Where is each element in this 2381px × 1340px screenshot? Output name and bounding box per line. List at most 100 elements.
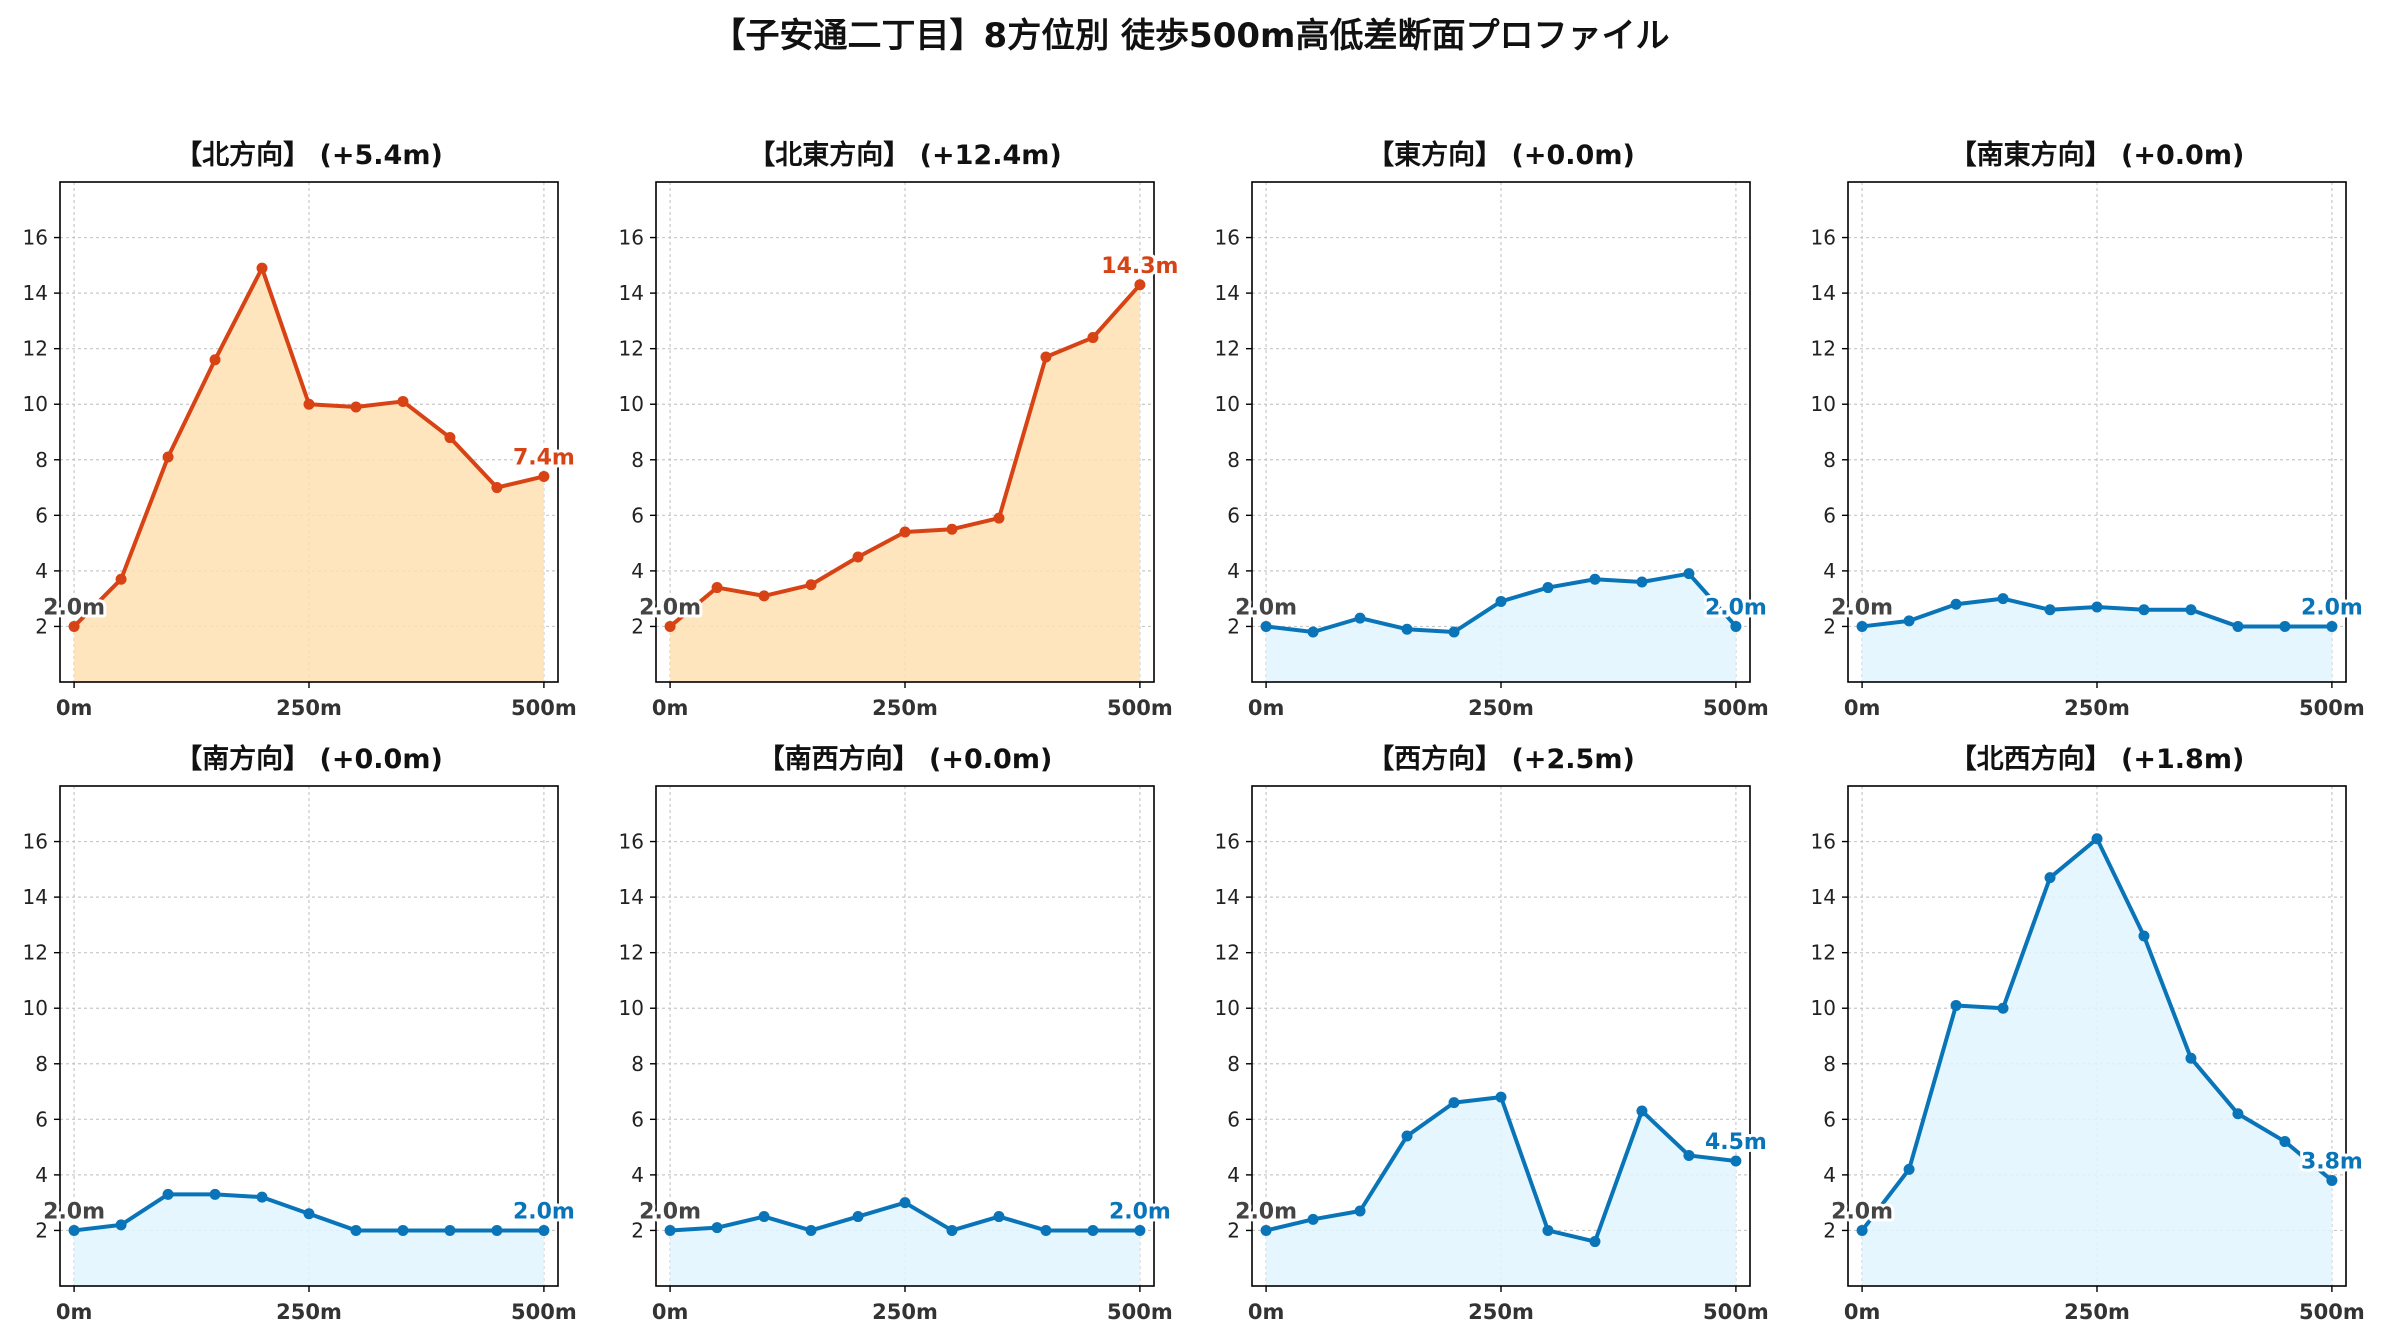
data-point [2138, 930, 2150, 942]
y-tick-label: 6 [1227, 503, 1240, 527]
y-tick-label: 14 [23, 885, 48, 909]
data-point [1087, 332, 1099, 344]
data-point [1354, 612, 1366, 624]
data-point [1589, 573, 1601, 585]
panel-title: 【北方向】 (+5.4m) [175, 139, 443, 171]
y-tick-label: 16 [1811, 226, 1836, 250]
y-tick-label: 2 [1227, 614, 1240, 638]
end-label: 3.8m [2301, 1149, 2363, 1174]
x-tick-label: 250m [1468, 696, 1534, 720]
y-tick-label: 4 [1227, 1163, 1240, 1187]
y-tick-label: 4 [1227, 559, 1240, 583]
y-tick-label: 14 [619, 885, 644, 909]
data-point [1683, 1149, 1695, 1161]
y-tick-label: 2 [1227, 1218, 1240, 1242]
data-point [115, 1219, 127, 1231]
y-tick-label: 12 [1215, 337, 1240, 361]
start-label: 2.0m [639, 1199, 701, 1224]
data-point [1401, 1130, 1413, 1142]
y-tick-label: 14 [1215, 281, 1240, 305]
y-tick-label: 4 [631, 559, 644, 583]
y-tick-label: 6 [35, 1107, 48, 1131]
y-tick-label: 8 [1823, 1052, 1836, 1076]
start-label: 2.0m [1831, 1199, 1893, 1224]
data-point [1354, 1205, 1366, 1217]
panel-2: 【東方向】 (+0.0m) 2 4 6 8 10 12 14 16 0m 250m 500m 2.0m 2… [1215, 139, 1770, 720]
data-point [1856, 620, 1868, 632]
y-tick-label: 12 [619, 941, 644, 965]
y-tick-label: 16 [1215, 226, 1240, 250]
end-label: 2.0m [1109, 1199, 1171, 1224]
panel-3: 【南東方向】 (+0.0m) 2 4 6 8 10 12 14 16 0m 250m 500m 2.0m… [1811, 139, 2366, 720]
y-tick-label: 10 [23, 392, 48, 416]
y-tick-label: 10 [1811, 996, 1836, 1020]
panel-title: 【南東方向】 (+0.0m) [1950, 139, 2245, 171]
data-point [538, 470, 550, 482]
y-tick-label: 8 [1227, 1052, 1240, 1076]
data-point [1448, 626, 1460, 638]
x-tick-label: 250m [1468, 1300, 1534, 1324]
figure-title: 【子安通二丁目】8方位別 徒歩500m高低差断面プロファイル [711, 16, 1670, 56]
data-point [664, 620, 676, 632]
x-tick-label: 500m [2299, 696, 2365, 720]
data-point [2326, 1174, 2338, 1186]
data-point [256, 1191, 268, 1203]
y-tick-label: 16 [23, 830, 48, 854]
panel-title: 【北西方向】 (+1.8m) [1950, 743, 2245, 775]
data-point [2279, 620, 2291, 632]
x-tick-label: 500m [1703, 1300, 1769, 1324]
data-point [350, 1224, 362, 1236]
end-label: 4.5m [1705, 1130, 1767, 1155]
y-tick-label: 16 [23, 226, 48, 250]
panel-title: 【北東方向】 (+12.4m) [748, 139, 1061, 171]
data-point [2091, 833, 2103, 845]
data-point [1040, 1224, 1052, 1236]
y-tick-label: 10 [1215, 996, 1240, 1020]
x-tick-label: 250m [2064, 1300, 2130, 1324]
data-point [664, 1224, 676, 1236]
data-point [711, 582, 723, 594]
data-point [2232, 1108, 2244, 1120]
y-tick-label: 6 [1227, 1107, 1240, 1131]
y-tick-label: 16 [1215, 830, 1240, 854]
data-point [162, 451, 174, 463]
data-point [209, 354, 221, 366]
data-point [2279, 1136, 2291, 1148]
y-tick-label: 10 [1215, 392, 1240, 416]
start-label: 2.0m [43, 1199, 105, 1224]
data-point [1448, 1097, 1460, 1109]
y-tick-label: 12 [1215, 941, 1240, 965]
end-label: 2.0m [1705, 595, 1767, 620]
data-point [1997, 1002, 2009, 1014]
data-point [1040, 351, 1052, 363]
data-point [303, 1208, 315, 1220]
x-tick-label: 250m [276, 1300, 342, 1324]
x-tick-label: 0m [1248, 1300, 1285, 1324]
data-point [303, 398, 315, 410]
y-tick-label: 8 [1823, 448, 1836, 472]
y-tick-label: 14 [619, 281, 644, 305]
y-tick-label: 14 [1811, 885, 1836, 909]
y-tick-label: 2 [35, 1218, 48, 1242]
y-tick-label: 2 [1823, 614, 1836, 638]
data-point [256, 262, 268, 274]
y-tick-label: 4 [1823, 559, 1836, 583]
x-tick-label: 500m [1107, 1300, 1173, 1324]
start-label: 2.0m [1235, 595, 1297, 620]
y-tick-label: 6 [631, 503, 644, 527]
area-fill [1266, 573, 1736, 682]
data-point [1903, 615, 1915, 627]
x-tick-label: 0m [56, 1300, 93, 1324]
y-tick-label: 4 [1823, 1163, 1836, 1187]
y-tick-label: 8 [1227, 448, 1240, 472]
x-tick-label: 500m [1107, 696, 1173, 720]
area-fill [670, 284, 1140, 682]
y-tick-label: 4 [35, 559, 48, 583]
data-point [2044, 872, 2056, 884]
data-point [2326, 620, 2338, 632]
data-point [946, 1224, 958, 1236]
data-point [993, 512, 1005, 524]
y-tick-label: 6 [631, 1107, 644, 1131]
data-point [1950, 999, 1962, 1011]
